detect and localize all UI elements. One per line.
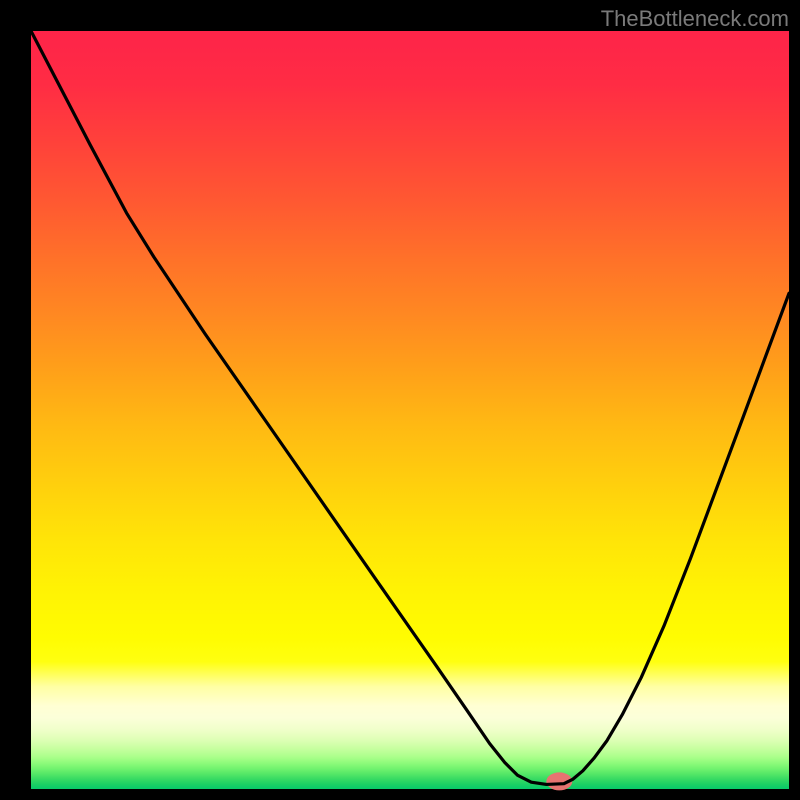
chart-stage: TheBottleneck.com xyxy=(0,0,800,800)
plot-svg xyxy=(31,31,789,789)
gradient-background xyxy=(31,31,789,789)
plot-area xyxy=(31,31,789,789)
watermark-label: TheBottleneck.com xyxy=(601,6,789,32)
